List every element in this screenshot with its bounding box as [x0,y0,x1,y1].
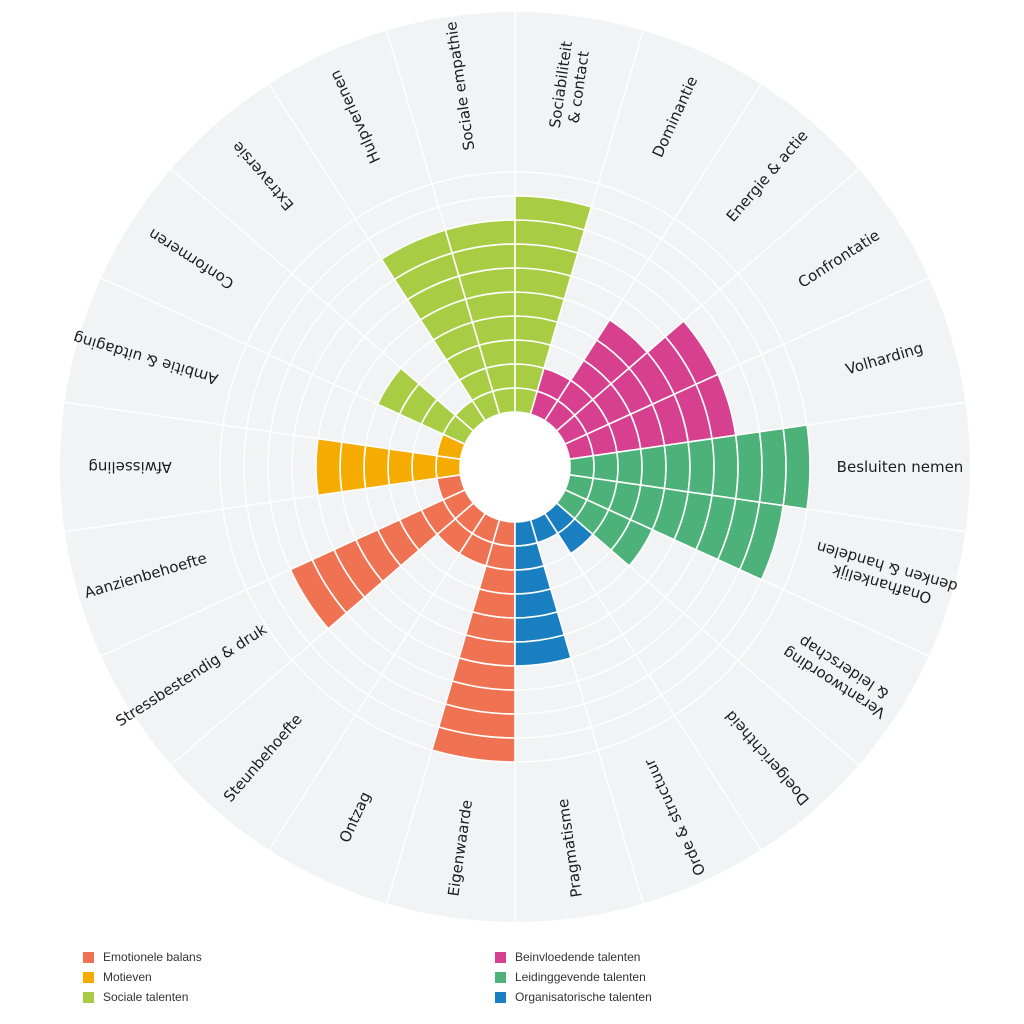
chart-svg: EigenwaardeOntzagSteunbehoefteStressbest… [60,12,970,922]
legend: Emotionele balans Motieven Sociale talente… [0,950,1024,1020]
legend-label: Beinvloedende talenten [515,950,641,964]
legend-swatch [83,971,94,983]
legend-label: Leidinggevende talenten [515,970,646,984]
grid-spoke [268,512,486,851]
legend-swatch [495,971,506,983]
bar-segment [609,518,654,568]
legend-label: Motieven [103,970,152,984]
bar-10 [380,229,501,422]
bar-22 [514,518,573,667]
bar-segment [639,444,667,490]
legend-swatch [495,991,506,1003]
legend-item: Emotionele balans [83,950,202,964]
bar-segment [430,726,516,763]
legend-swatch [495,951,506,963]
legend-label: Emotionele balans [103,950,202,964]
category-label: Besluiten nemen [837,458,964,476]
legend-label: Sociale talenten [103,990,189,1004]
bar-segment [738,501,785,581]
bar-segment [387,448,414,486]
bar-segment [663,441,691,493]
bar-segment [592,451,619,483]
bar-segment [687,437,715,497]
legend-item: Motieven [83,970,152,984]
bar-1 [430,518,516,763]
legend-swatch [83,991,94,1003]
bar-15 [555,319,719,446]
bar-segment [411,451,438,483]
bar-8 [376,366,475,446]
bar-segment [514,633,573,667]
legend-item: Sociale talenten [83,990,188,1004]
legend-item: Leidinggevende talenten [495,970,646,984]
bar-segment [734,430,763,504]
bar-segment [616,448,643,486]
center-hole [460,412,570,522]
category-label: Afwisseling [88,459,171,477]
bar-6 [315,437,462,497]
grid-spoke [544,512,762,851]
legend-item: Organisatorische talenten [495,990,652,1004]
category-label-line: Afwisseling [88,459,171,477]
bar-segment [363,444,391,490]
legend-label: Organisatorische talenten [515,990,652,1004]
bar-18 [563,473,785,581]
bar-segment [711,434,739,500]
polar-bar-chart: Eigenwaarde Ontzag Steunbehoefte Stressbest… [60,12,970,922]
bar-segment [289,558,348,630]
bar-segment [339,441,367,493]
legend-swatch [83,951,94,963]
category-label-line: Besluiten nemen [837,458,964,476]
bar-segment [315,437,343,497]
bar-segment [758,427,787,507]
bar-17 [568,424,811,510]
bar-segment [514,195,593,231]
legend-item: Beinvloedende talenten [495,950,640,964]
bar-12 [514,195,593,416]
bar-segment [782,424,811,510]
bar-segment [376,366,421,416]
bar-20 [543,501,594,555]
